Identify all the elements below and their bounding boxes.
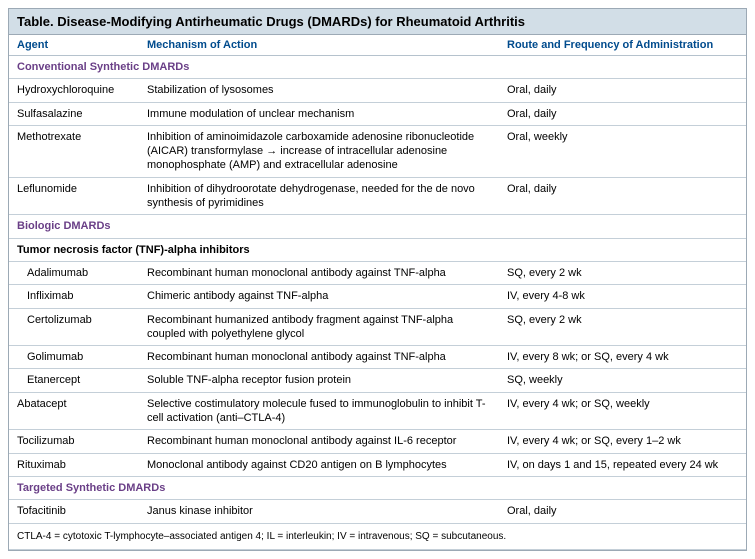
table-row: InfliximabChimeric antibody against TNF-… xyxy=(9,285,746,308)
column-header-row: Agent Mechanism of Action Route and Freq… xyxy=(9,35,746,56)
cell-route: IV, every 8 wk; or SQ, every 4 wk xyxy=(499,346,746,369)
cell-agent: Tocilizumab xyxy=(9,430,139,453)
cell-route: Oral, daily xyxy=(499,79,746,102)
table-row: TocilizumabRecombinant human monoclonal … xyxy=(9,430,746,453)
table-row: LeflunomideInhibition of dihydroorotate … xyxy=(9,177,746,215)
table-row: MethotrexateInhibition of aminoimidazole… xyxy=(9,125,746,177)
cell-mech: Inhibition of aminoimidazole carboxamide… xyxy=(139,125,499,177)
cell-route: Oral, daily xyxy=(499,500,746,523)
cell-agent: Etanercept xyxy=(9,369,139,392)
cell-route: Oral, daily xyxy=(499,177,746,215)
cell-mech: Stabilization of lysosomes xyxy=(139,79,499,102)
section-conventional: Conventional Synthetic DMARDs xyxy=(9,56,746,79)
cell-agent: Hydroxychloroquine xyxy=(9,79,139,102)
cell-route: IV, on days 1 and 15, repeated every 24 … xyxy=(499,453,746,476)
cell-route: SQ, every 2 wk xyxy=(499,308,746,346)
cell-agent: Methotrexate xyxy=(9,125,139,177)
subsection-label: Tumor necrosis factor (TNF)-alpha inhibi… xyxy=(9,238,746,261)
col-agent: Agent xyxy=(9,35,139,56)
cell-route: Oral, weekly xyxy=(499,125,746,177)
cell-agent: Sulfasalazine xyxy=(9,102,139,125)
cell-mech: Janus kinase inhibitor xyxy=(139,500,499,523)
cell-agent: Certolizumab xyxy=(9,308,139,346)
cell-mech: Chimeric antibody against TNF-alpha xyxy=(139,285,499,308)
col-mechanism: Mechanism of Action xyxy=(139,35,499,56)
cell-route: SQ, every 2 wk xyxy=(499,261,746,284)
col-route: Route and Frequency of Administration xyxy=(499,35,746,56)
section-targeted: Targeted Synthetic DMARDs xyxy=(9,476,746,499)
table-row: RituximabMonoclonal antibody against CD2… xyxy=(9,453,746,476)
cell-route: IV, every 4-8 wk xyxy=(499,285,746,308)
footnote-row: CTLA-4 = cytotoxic T-lymphocyte–associat… xyxy=(9,523,746,549)
cell-agent: Golimumab xyxy=(9,346,139,369)
cell-route: Oral, daily xyxy=(499,102,746,125)
table-row: HydroxychloroquineStabilization of lysos… xyxy=(9,79,746,102)
cell-agent: Infliximab xyxy=(9,285,139,308)
table-row: GolimumabRecombinant human monoclonal an… xyxy=(9,346,746,369)
cell-route: IV, every 4 wk; or SQ, every 1–2 wk xyxy=(499,430,746,453)
cell-mech: Selective costimulatory molecule fused t… xyxy=(139,392,499,430)
cell-agent: Abatacept xyxy=(9,392,139,430)
dmard-table: Table. Disease-Modifying Antirheumatic D… xyxy=(8,8,747,551)
cell-agent: Tofacitinib xyxy=(9,500,139,523)
table-row: EtanerceptSoluble TNF-alpha receptor fus… xyxy=(9,369,746,392)
table-row: TofacitinibJanus kinase inhibitorOral, d… xyxy=(9,500,746,523)
cell-agent: Leflunomide xyxy=(9,177,139,215)
cell-mech: Recombinant human monoclonal antibody ag… xyxy=(139,430,499,453)
cell-route: IV, every 4 wk; or SQ, weekly xyxy=(499,392,746,430)
cell-mech: Immune modulation of unclear mechanism xyxy=(139,102,499,125)
cell-mech: Recombinant human monoclonal antibody ag… xyxy=(139,346,499,369)
cell-mech: Soluble TNF-alpha receptor fusion protei… xyxy=(139,369,499,392)
table-row: CertolizumabRecombinant humanized antibo… xyxy=(9,308,746,346)
table-row: AdalimumabRecombinant human monoclonal a… xyxy=(9,261,746,284)
footnote: CTLA-4 = cytotoxic T-lymphocyte–associat… xyxy=(9,523,746,549)
cell-mech: Inhibition of dihydroorotate dehydrogena… xyxy=(139,177,499,215)
section-label: Conventional Synthetic DMARDs xyxy=(9,56,746,79)
cell-agent: Adalimumab xyxy=(9,261,139,284)
subsection-tnf: Tumor necrosis factor (TNF)-alpha inhibi… xyxy=(9,238,746,261)
table-row: AbataceptSelective costimulatory molecul… xyxy=(9,392,746,430)
cell-agent: Rituximab xyxy=(9,453,139,476)
section-biologic: Biologic DMARDs xyxy=(9,215,746,238)
cell-mech: Recombinant human monoclonal antibody ag… xyxy=(139,261,499,284)
table-row: SulfasalazineImmune modulation of unclea… xyxy=(9,102,746,125)
table-title: Table. Disease-Modifying Antirheumatic D… xyxy=(9,9,746,35)
section-label: Biologic DMARDs xyxy=(9,215,746,238)
cell-mech: Recombinant humanized antibody fragment … xyxy=(139,308,499,346)
title-prefix: Table. xyxy=(17,14,54,29)
section-label: Targeted Synthetic DMARDs xyxy=(9,476,746,499)
cell-mech: Monoclonal antibody against CD20 antigen… xyxy=(139,453,499,476)
title-main: Disease-Modifying Antirheumatic Drugs (D… xyxy=(54,14,525,29)
cell-route: SQ, weekly xyxy=(499,369,746,392)
table-body: Agent Mechanism of Action Route and Freq… xyxy=(9,35,746,550)
